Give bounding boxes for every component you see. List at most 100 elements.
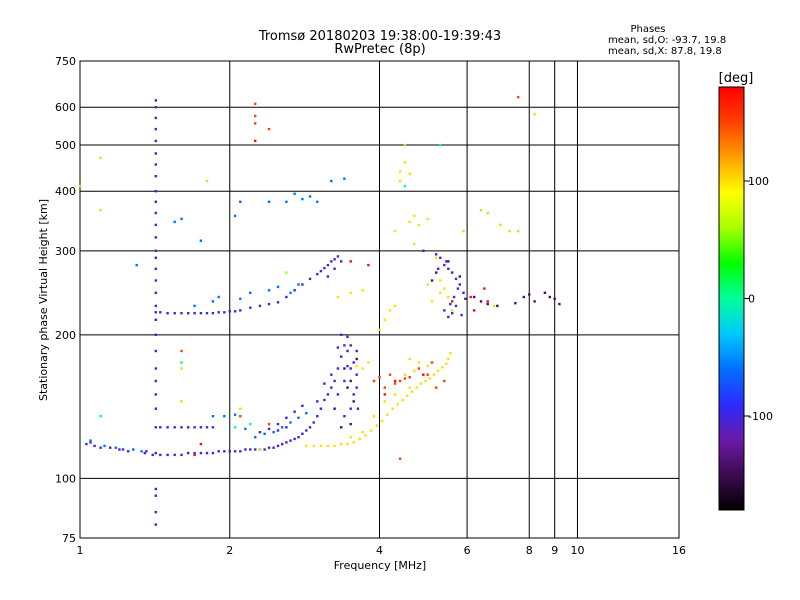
data-point [361, 431, 364, 434]
data-point [333, 444, 336, 448]
data-point [199, 312, 203, 315]
data-point [364, 434, 367, 437]
data-point [154, 236, 157, 239]
colorbar: [deg] 100 0 -100 [718, 71, 773, 511]
data-point [132, 448, 135, 451]
x-tick-label: 4 [376, 544, 383, 557]
info-heading: Phases [630, 24, 665, 35]
data-point [323, 398, 326, 402]
data-point [406, 394, 409, 397]
data-point [199, 442, 203, 446]
data-point [435, 253, 438, 256]
data-point [361, 289, 364, 292]
data-point [336, 393, 340, 396]
data-point [211, 300, 215, 303]
data-point [346, 335, 349, 339]
data-point [258, 448, 262, 451]
data-point [326, 393, 330, 396]
data-point [205, 312, 209, 315]
data-point [336, 346, 340, 349]
data-point [447, 315, 450, 319]
data-point [435, 386, 438, 389]
data-point [355, 349, 358, 353]
data-point [462, 291, 465, 294]
data-point [211, 415, 215, 418]
data-point [426, 217, 429, 221]
data-point [352, 393, 355, 396]
data-point [548, 295, 551, 299]
data-point [89, 439, 92, 442]
data-point [267, 446, 271, 449]
data-point [319, 269, 323, 273]
data-point [223, 415, 226, 418]
data-point [301, 404, 304, 407]
data-point [514, 302, 517, 305]
data-point [254, 139, 257, 143]
data-point [239, 309, 242, 312]
data-point [508, 229, 511, 233]
y-tick-label: 500 [55, 139, 76, 152]
data-point [297, 283, 300, 286]
data-point [424, 379, 427, 383]
data-point [449, 302, 452, 306]
data-point [228, 450, 231, 453]
data-point [401, 398, 404, 402]
data-point [422, 249, 425, 252]
data-point [378, 376, 381, 379]
data-point [319, 444, 323, 448]
data-point [159, 453, 162, 457]
data-point [528, 293, 531, 296]
data-point [217, 311, 220, 314]
data-point [419, 382, 423, 385]
data-point [439, 143, 442, 147]
data-point [367, 263, 370, 267]
data-point [173, 453, 176, 457]
y-tick-label: 750 [55, 55, 76, 68]
data-point [154, 451, 157, 455]
data-point [121, 448, 125, 451]
data-point [267, 200, 271, 203]
colorbar-ticks: 100 0 -100 [744, 175, 773, 423]
data-point [301, 432, 304, 435]
y-axis-label: Stationary phase Virtual Height [km] [37, 199, 50, 401]
data-point [217, 450, 220, 453]
data-point [469, 295, 472, 299]
data-point [326, 263, 330, 267]
data-point [233, 450, 237, 453]
data-point [180, 361, 183, 364]
data-point [199, 426, 203, 429]
data-point [383, 400, 386, 403]
data-point [154, 318, 157, 321]
data-point [223, 311, 226, 314]
data-point [173, 426, 176, 429]
data-point [426, 283, 429, 286]
data-point [205, 451, 209, 455]
data-point [417, 361, 421, 364]
data-point [408, 357, 411, 361]
data-point [443, 379, 446, 383]
data-point [166, 312, 169, 315]
y-tick-label: 300 [55, 245, 76, 258]
data-point [263, 432, 266, 435]
x-tick-label: 1 [77, 544, 84, 557]
data-point [154, 523, 157, 526]
data-point [437, 267, 440, 270]
data-point [312, 421, 315, 424]
data-point [154, 175, 157, 178]
data-point [180, 312, 183, 315]
data-point [118, 448, 121, 451]
data-point [239, 407, 242, 410]
data-point [336, 367, 340, 370]
data-point [349, 260, 352, 263]
data-point [451, 312, 454, 315]
data-point [217, 295, 220, 299]
data-point [276, 285, 280, 289]
data-point [428, 377, 432, 380]
data-point [205, 179, 209, 183]
data-point [254, 436, 257, 439]
data-point [272, 446, 275, 449]
data-point [451, 309, 454, 312]
data-point [447, 267, 450, 270]
data-point [254, 114, 257, 118]
data-point [276, 444, 280, 448]
